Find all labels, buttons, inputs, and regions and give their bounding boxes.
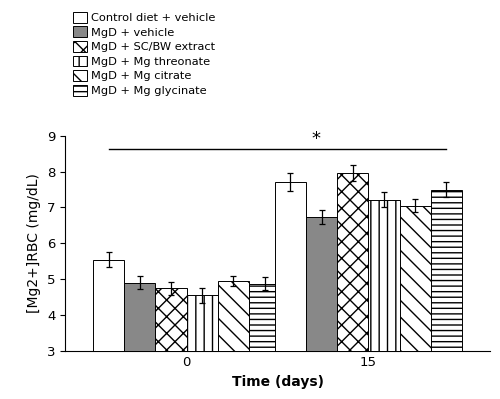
X-axis label: Time (days): Time (days) [232, 375, 324, 389]
Bar [306, 217, 337, 399]
Bar [368, 200, 400, 399]
Bar [400, 206, 431, 399]
Y-axis label: [Mg2+]RBC (mg/dL): [Mg2+]RBC (mg/dL) [27, 174, 41, 313]
Bar [156, 288, 186, 399]
Bar [186, 295, 218, 399]
Bar [337, 173, 368, 399]
Bar [275, 182, 306, 399]
Bar [218, 281, 249, 399]
Text: *: * [312, 130, 321, 148]
Legend: Control diet + vehicle, MgD + vehicle, MgD + SC/BW extract, MgD + Mg threonate, : Control diet + vehicle, MgD + vehicle, M… [70, 10, 218, 98]
Bar [93, 260, 124, 399]
Bar [431, 190, 462, 399]
Bar [249, 284, 280, 399]
Bar [124, 283, 156, 399]
